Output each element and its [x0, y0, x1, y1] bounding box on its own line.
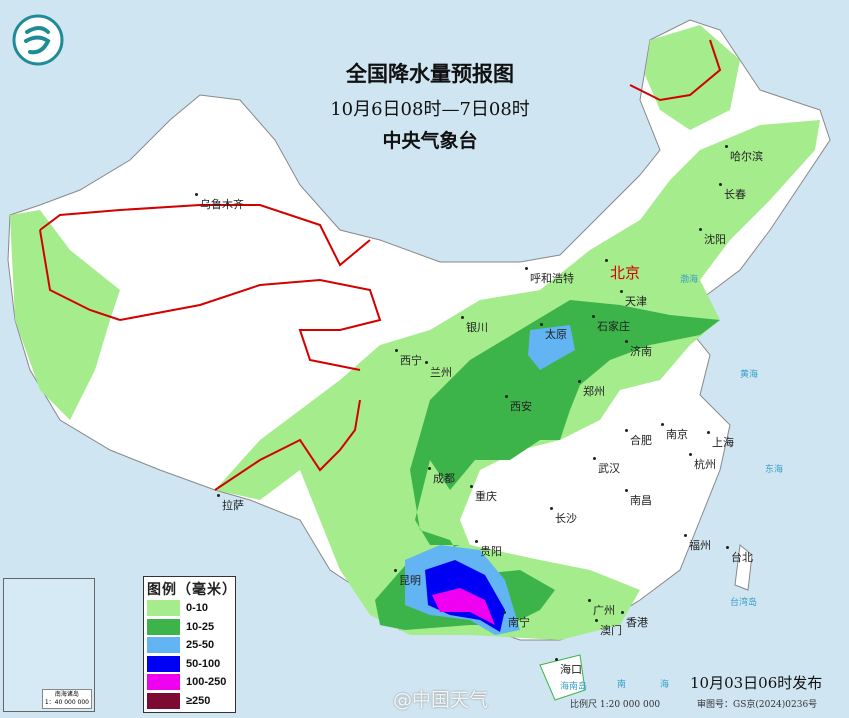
city-label: 昆明 [394, 569, 421, 587]
rain-zone-100-250 [432, 588, 495, 625]
legend-swatch [147, 655, 180, 672]
inset-title: 南海诸岛 [54, 691, 79, 698]
legend: 图例（毫米） 0-10 10-25 25-50 50-100 100-250 ≥250 [143, 576, 236, 713]
rain-zone-0-10-northeast [645, 25, 740, 130]
city-label: 贵阳 [475, 540, 502, 558]
city-label: 成都 [428, 467, 455, 485]
issuer: 中央气象台 [382, 130, 478, 152]
city-label: 合肥 [625, 429, 652, 447]
rain-boundary-northeast [629, 39, 722, 102]
city-label: 郑州 [578, 380, 605, 398]
map-scale: 比例尺 1:20 000 000 [570, 700, 661, 710]
review-number: 审图号：GS京(2024)0236号 [697, 700, 818, 710]
legend-label: 25-50 [186, 639, 215, 652]
legend-swatch [147, 692, 180, 709]
legend-swatch [147, 618, 180, 635]
rain-boundary-west [39, 229, 121, 321]
city-label: 西宁 [395, 349, 422, 367]
city-label: 银川 [461, 316, 488, 334]
sea-label: 渤海 [680, 275, 699, 285]
sea-label: 海南岛 [560, 682, 588, 692]
legend-title: 图例（毫米） [147, 582, 237, 598]
city-label: 长春 [719, 183, 746, 201]
city-label: 南昌 [625, 489, 652, 507]
city-label: 乌鲁木齐 [195, 193, 244, 211]
legend-swatch [147, 637, 180, 654]
city-label: 海口 [555, 658, 582, 676]
rain-boundary-tibet [214, 399, 361, 491]
city-label: 长沙 [550, 507, 577, 525]
taiwan [734, 544, 753, 591]
legend-item: 25-50 [147, 636, 232, 655]
city-label: 哈尔滨 [725, 145, 763, 163]
city-label: 台北 [726, 546, 753, 564]
legend-label: ≥250 [186, 694, 211, 707]
sea-label: 南 [617, 680, 627, 690]
legend-item: ≥250 [147, 692, 232, 711]
legend-label: 0-10 [186, 602, 209, 615]
city-label: 香港 [621, 611, 648, 629]
legend-item: 0-10 [147, 599, 232, 618]
issued-time: 10月03日06时发布 [690, 674, 823, 692]
sea-label: 黄海 [740, 370, 759, 380]
city-label: 天津 [620, 290, 647, 308]
city-label: 南京 [661, 423, 688, 441]
legend-label: 100-250 [186, 676, 227, 689]
rain-zone-0-10-west [10, 210, 120, 420]
legend-swatch [147, 600, 180, 617]
rain-boundary-mid [119, 278, 382, 371]
rain-boundary-north-xinjiang [39, 204, 371, 267]
city-label: 重庆 [470, 485, 497, 503]
city-label: 太原 [540, 323, 567, 341]
legend-item: 100-250 [147, 673, 232, 692]
city-label: 北京 [604, 259, 641, 282]
city-label: 南宁 [503, 611, 530, 629]
legend-item: 50-100 [147, 655, 232, 674]
sea-label: 台湾岛 [730, 598, 758, 608]
city-label: 石家庄 [592, 315, 630, 333]
legend-label: 10-25 [186, 620, 215, 633]
legend-item: 10-25 [147, 618, 232, 637]
hainan [539, 654, 586, 701]
inset-label: 南海诸岛 1：40 000 000 [41, 689, 92, 709]
city-label: 西安 [505, 395, 532, 413]
forecast-period: 10月6日08时—7日08时 [330, 99, 530, 120]
map-title: 全国降水量预报图 [346, 61, 514, 86]
sea-label: 海 [660, 680, 670, 690]
sea-label: 东海 [765, 465, 784, 475]
city-label: 呼和浩特 [525, 267, 574, 285]
rain-zone-25-50-north [528, 325, 575, 370]
city-label: 济南 [625, 340, 652, 358]
city-label: 兰州 [425, 361, 452, 379]
city-label: 广州 [588, 599, 615, 617]
inset-scale: 1：40 000 000 [44, 699, 89, 706]
city-label: 武汉 [593, 457, 620, 475]
city-label: 上海 [707, 431, 734, 449]
watermark: @中国天气 [393, 689, 489, 711]
cma-logo [12, 14, 64, 66]
city-label: 杭州 [689, 453, 716, 471]
city-label: 澳门 [595, 619, 622, 637]
legend-label: 50-100 [186, 657, 221, 670]
city-label: 拉萨 [217, 494, 244, 512]
city-label: 沈阳 [699, 228, 726, 246]
city-label: 福州 [684, 534, 711, 552]
south-china-sea-inset: 南海诸岛 1：40 000 000 [3, 578, 95, 712]
legend-swatch [147, 674, 180, 691]
rain-zone-10-25 [375, 300, 720, 630]
